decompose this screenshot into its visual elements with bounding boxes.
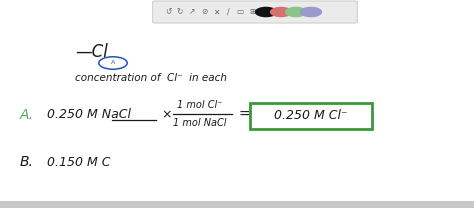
Text: =: = (238, 108, 250, 122)
Circle shape (255, 7, 276, 17)
Text: ⊘: ⊘ (201, 7, 207, 16)
Circle shape (285, 7, 306, 17)
Text: /: / (227, 7, 229, 16)
Circle shape (301, 7, 321, 17)
Bar (0, 201, 474, 208)
Text: concentration of  Cl⁻  in each: concentration of Cl⁻ in each (75, 73, 227, 83)
Text: ▭: ▭ (237, 7, 244, 16)
Text: 1 mol Cl⁻: 1 mol Cl⁻ (177, 100, 223, 110)
FancyBboxPatch shape (153, 1, 357, 23)
Text: 1 mol NaCl: 1 mol NaCl (173, 118, 227, 128)
Text: 0.150 M C: 0.150 M C (47, 156, 110, 168)
Text: ✕: ✕ (213, 7, 219, 16)
Text: B.: B. (20, 155, 34, 169)
Text: —Cl: —Cl (75, 43, 108, 61)
Text: ↗: ↗ (189, 7, 195, 16)
Text: A: A (111, 61, 115, 66)
Text: ↻: ↻ (177, 7, 183, 16)
Text: ⊞: ⊞ (249, 7, 255, 16)
Circle shape (271, 7, 292, 17)
Text: 0.250 M NaCl: 0.250 M NaCl (47, 109, 131, 121)
Text: A.: A. (20, 108, 34, 122)
Text: ↺: ↺ (165, 7, 171, 16)
Circle shape (99, 57, 127, 69)
Text: 0.250 M Cl⁻: 0.250 M Cl⁻ (274, 109, 348, 123)
FancyBboxPatch shape (250, 103, 372, 129)
Text: ×: × (161, 109, 172, 121)
